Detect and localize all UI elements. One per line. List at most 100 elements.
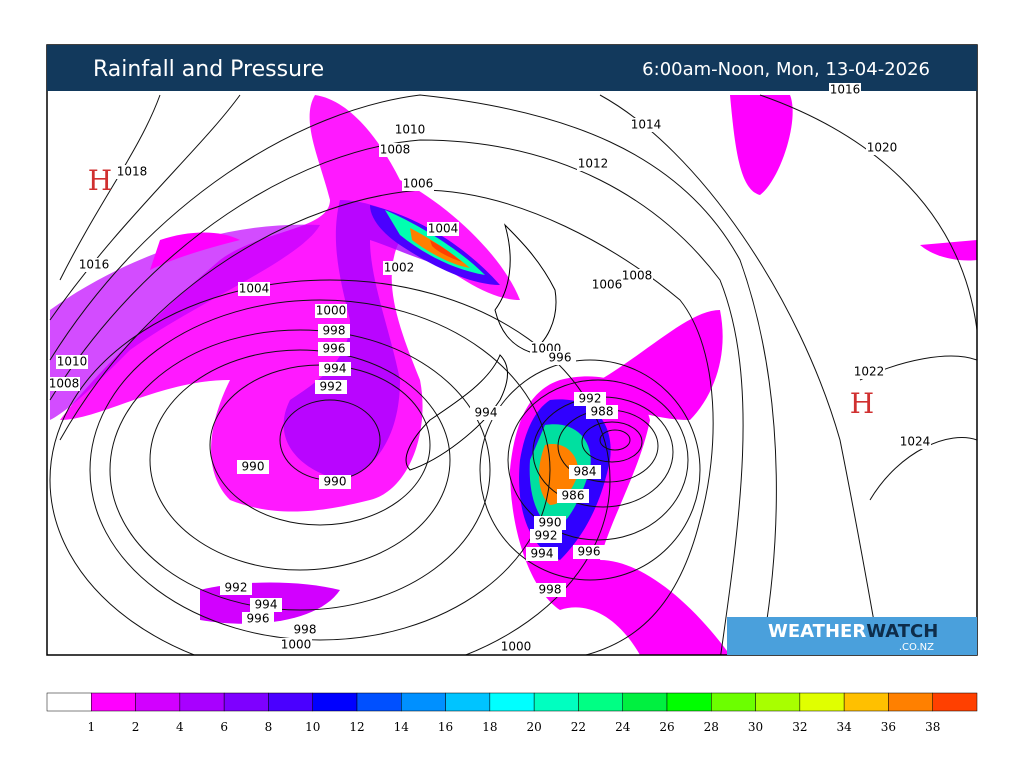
- colorbar-bin: [356, 692, 402, 712]
- high-marker: H: [88, 164, 112, 197]
- label-bg: [544, 351, 576, 365]
- colorbar-tick: 1: [87, 720, 95, 734]
- label-bg: [78, 258, 110, 272]
- colorbar-tick: 4: [176, 720, 184, 734]
- colorbar-bin: [755, 692, 801, 712]
- label-bg: [573, 545, 605, 559]
- colorbar-bin: [533, 692, 579, 712]
- isobar-label: 1018: [117, 165, 148, 179]
- isobar-label: 1016: [79, 258, 110, 272]
- isobar-label: 994: [324, 362, 347, 376]
- isobar-label: 1020: [867, 141, 898, 155]
- label-bg: [574, 392, 606, 406]
- label-bg: [394, 123, 426, 137]
- colorbar-tick: 18: [482, 720, 497, 734]
- label-bg: [318, 324, 350, 338]
- colorbar-bin: [888, 692, 933, 712]
- colorbar-bin: [179, 692, 225, 712]
- isobar-label: 1010: [395, 123, 426, 137]
- isobar-label: 1014: [631, 118, 662, 132]
- isobar-label: 998: [294, 623, 317, 637]
- isobar-label: 992: [579, 392, 602, 406]
- colorbar-bin: [489, 692, 535, 712]
- label-bg: [534, 516, 566, 530]
- colorbar-tick: 2: [132, 720, 140, 734]
- logo-part: WEATHER: [768, 621, 866, 642]
- label-bg: [530, 529, 562, 543]
- colorbar-bin: [46, 692, 92, 712]
- label-bg: [534, 583, 566, 597]
- isobar-label: 1000: [501, 640, 532, 654]
- isobar-label: 990: [324, 475, 347, 489]
- isobar-label: 1016: [830, 83, 861, 97]
- logo-part: WATCH: [866, 621, 938, 642]
- isobar-label: 1008: [49, 377, 80, 391]
- colorbar-tick: 22: [571, 720, 586, 734]
- colorbar-tick: 6: [220, 720, 228, 734]
- colorbar-tick: 8: [265, 720, 273, 734]
- label-bg: [315, 304, 347, 318]
- isobar-label: 994: [531, 547, 554, 561]
- colorbar-bin: [799, 692, 845, 712]
- label-bg: [402, 177, 434, 191]
- colorbar-tick: 38: [925, 720, 940, 734]
- isobar-label: 1012: [578, 157, 609, 171]
- isobar-label: 992: [320, 380, 343, 394]
- label-bg: [250, 598, 282, 612]
- label-bg: [526, 547, 558, 561]
- label-bg: [319, 362, 351, 376]
- label-bg: [586, 405, 618, 419]
- colorbar-tick: 12: [349, 720, 364, 734]
- isobar-label: 1006: [592, 278, 623, 292]
- label-bg: [621, 269, 653, 283]
- isobar-label: 996: [247, 612, 270, 626]
- label-bg: [379, 143, 411, 157]
- label-bg: [899, 435, 931, 449]
- header-bar: [47, 45, 977, 91]
- logo-text: WEATHERWATCH: [768, 621, 938, 642]
- label-bg: [829, 83, 861, 97]
- colorbar-tick: 10: [305, 720, 320, 734]
- colorbar-tick: 34: [837, 720, 853, 734]
- colorbar-tick: 16: [438, 720, 453, 734]
- label-bg: [500, 640, 532, 654]
- logo-domain: .CO.NZ: [899, 642, 934, 653]
- isobar-label: 1008: [380, 143, 411, 157]
- label-bg: [318, 342, 350, 356]
- period: 6:00am-Noon, Mon, 13-04-2026: [642, 59, 930, 80]
- colorbar-bin: [223, 692, 269, 712]
- isobar-label: 992: [225, 581, 248, 595]
- title: Rainfall and Pressure: [93, 57, 324, 82]
- colorbar-bin: [312, 692, 358, 712]
- label-bg: [427, 222, 459, 236]
- label-bg: [383, 261, 415, 275]
- isobar-label: 1024: [900, 435, 931, 449]
- logo-box: [727, 617, 977, 655]
- label-bg: [280, 638, 312, 652]
- colorbar-tick: 24: [615, 720, 631, 734]
- label-bg: [289, 623, 321, 637]
- isobar-label: 1008: [622, 269, 653, 283]
- label-bg: [116, 165, 148, 179]
- isobar-label: 984: [574, 465, 597, 479]
- label-bg: [866, 141, 898, 155]
- high-marker: H: [850, 387, 874, 420]
- label-bg: [470, 406, 502, 420]
- isobar-label: 996: [549, 351, 572, 365]
- colorbar-bin: [268, 692, 313, 712]
- label-bg: [319, 475, 351, 489]
- map: [47, 91, 977, 655]
- colorbar-bin: [401, 692, 446, 712]
- isobar-label: 1022: [854, 365, 885, 379]
- isobar-label: 1006: [403, 177, 434, 191]
- isobar-label: 994: [255, 598, 278, 612]
- label-bg: [56, 355, 88, 369]
- isobar-label: 998: [323, 324, 346, 338]
- isobar-label: 994: [475, 406, 498, 420]
- label-bg: [577, 157, 609, 171]
- isobar-labels: 1010100810061004100210041000998996994992…: [48, 83, 931, 654]
- colorbar-tick: 30: [748, 720, 763, 734]
- colorbar-tick: 28: [704, 720, 719, 734]
- colorbar-bin: [711, 692, 756, 712]
